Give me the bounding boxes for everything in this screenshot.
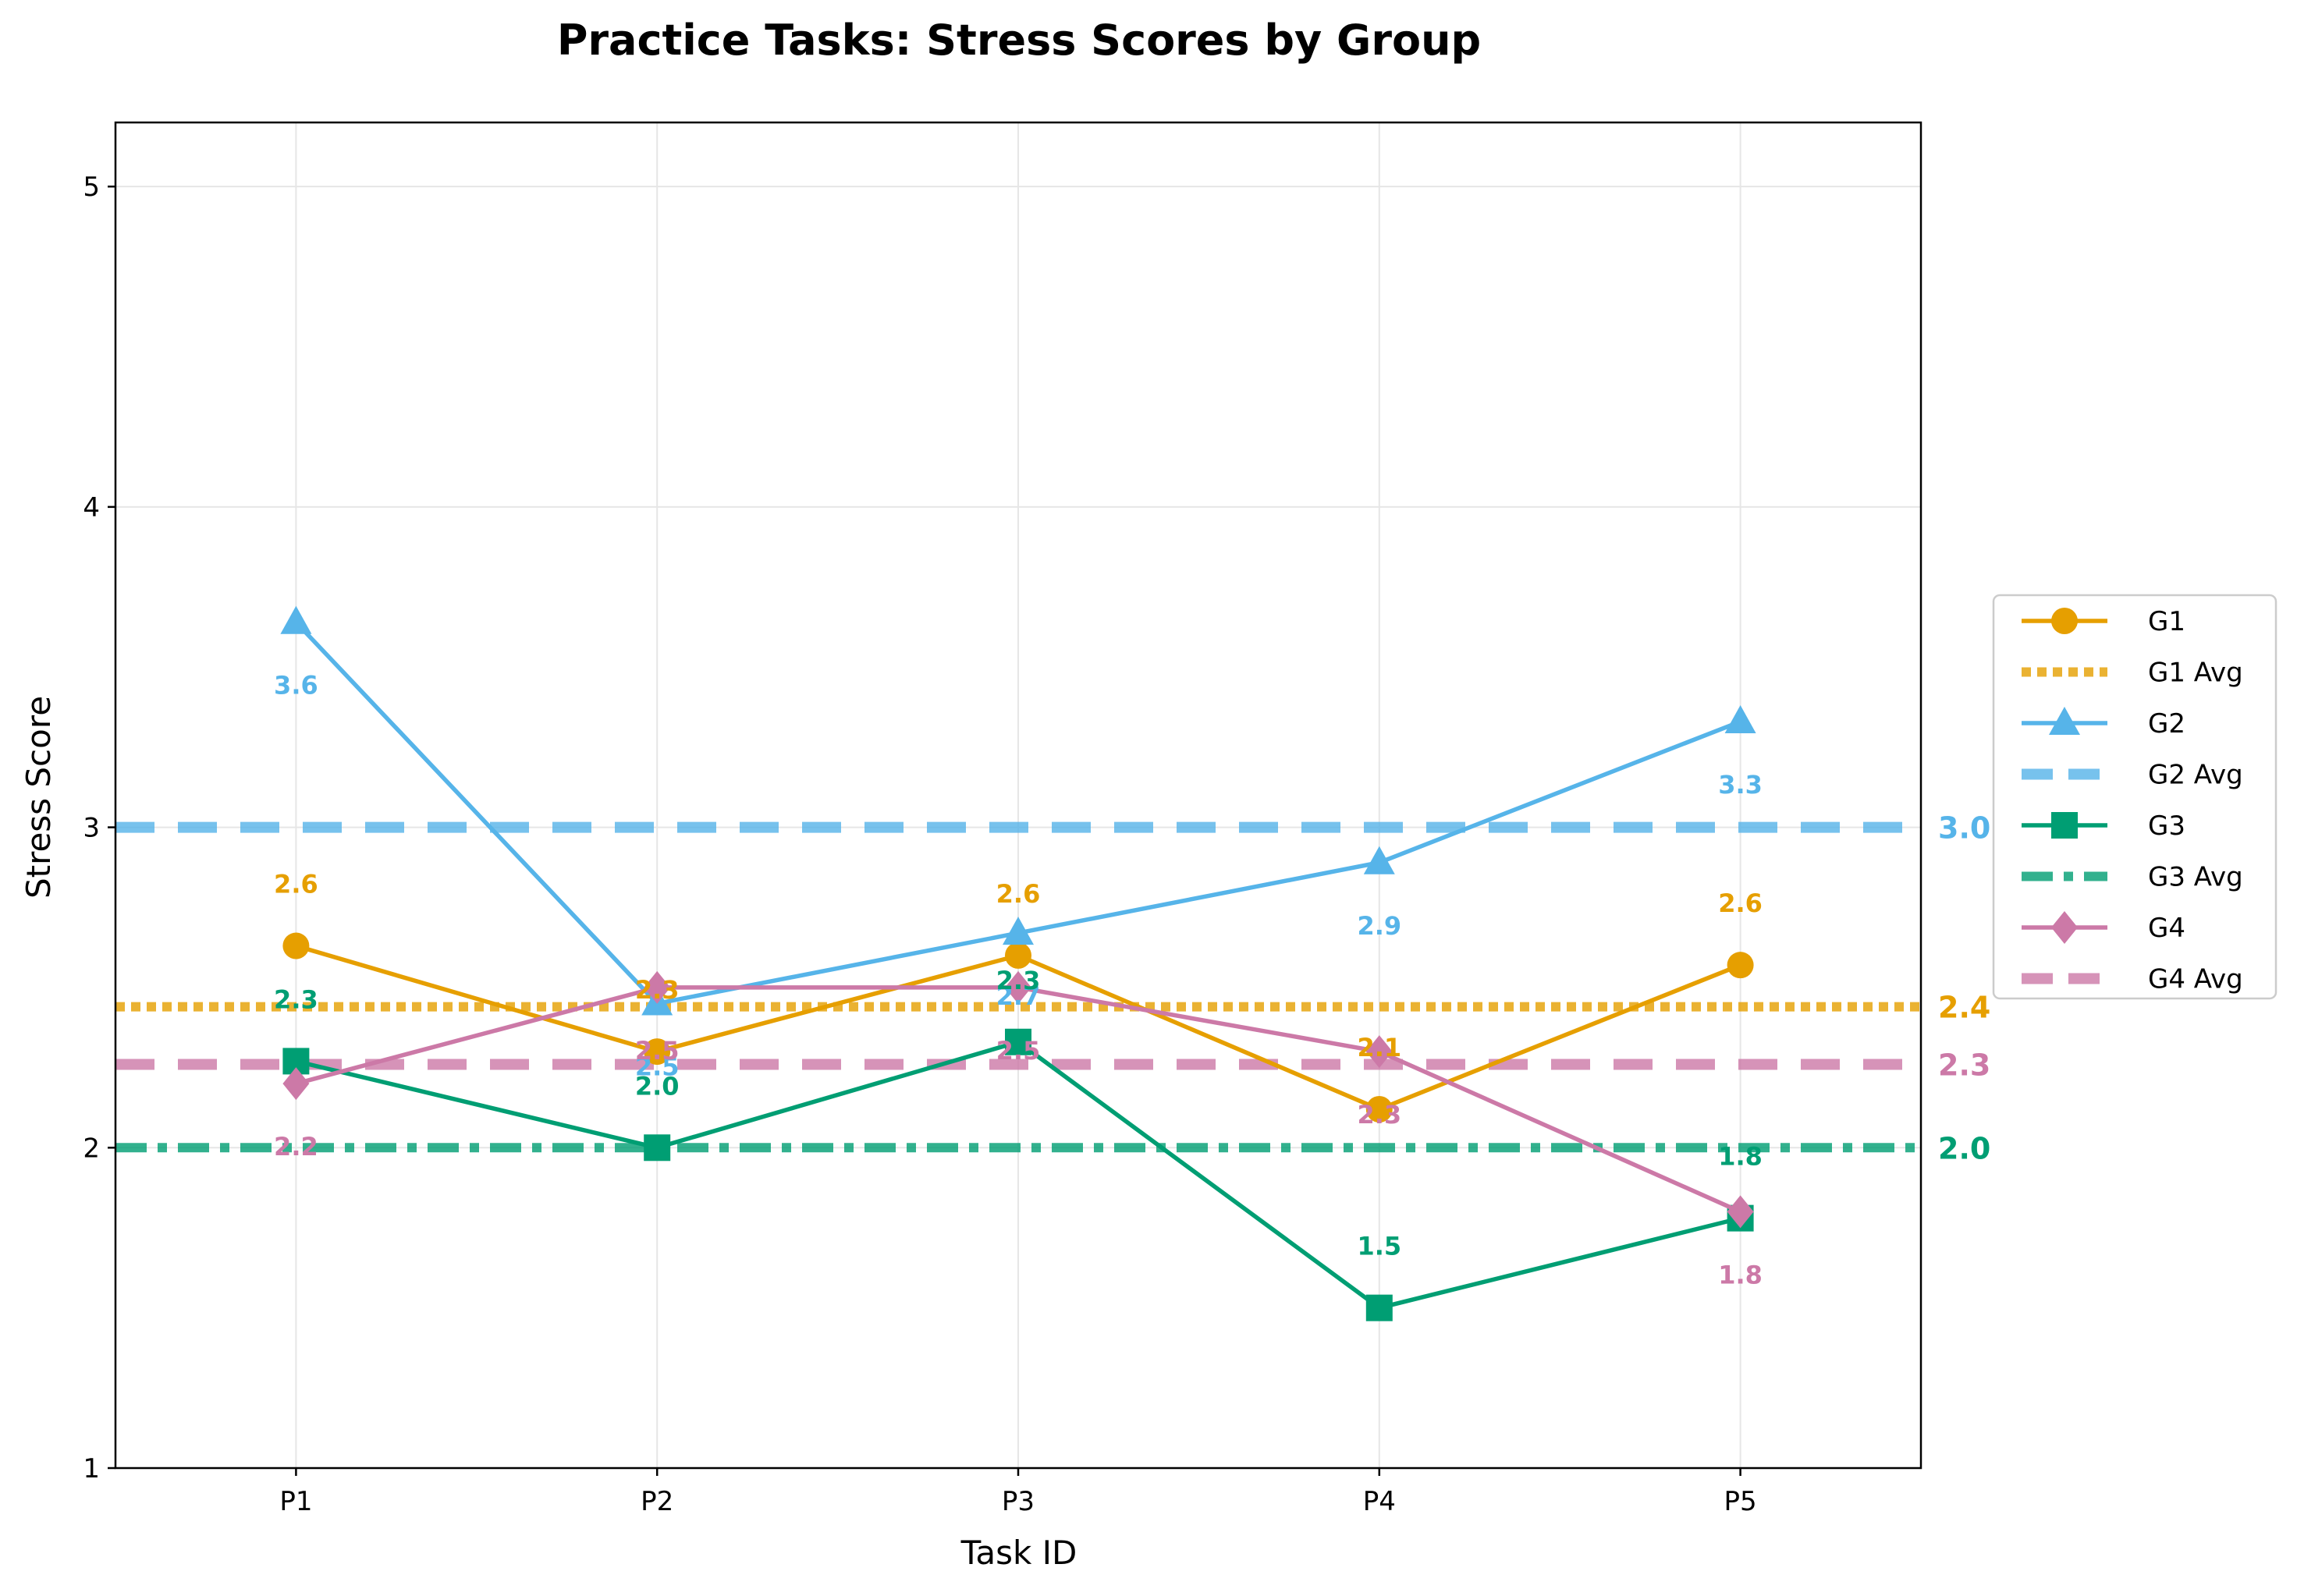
- data-label: 1.8: [1718, 1142, 1763, 1172]
- x-tick-label: P5: [1724, 1486, 1757, 1517]
- series-lines: [280, 605, 1756, 1321]
- legend-label: G2 Avg: [2148, 760, 2243, 791]
- average-value-label: 3.0: [1938, 811, 1990, 846]
- y-tick-label: 5: [83, 172, 100, 203]
- data-label: 3.6: [274, 671, 318, 700]
- triangle-marker: [1003, 917, 1034, 945]
- series-g1: [282, 932, 1754, 1123]
- x-tick-label: P1: [279, 1486, 312, 1517]
- data-label: 2.5: [635, 1052, 680, 1081]
- y-axis-label: Stress Score: [20, 696, 58, 899]
- y-tick-label: 3: [83, 813, 100, 844]
- average-value-label: 2.3: [1938, 1048, 1990, 1083]
- legend-entry: G2: [2022, 707, 2185, 739]
- legend-label: G1: [2148, 606, 2185, 637]
- average-value-label: 2.4: [1938, 991, 1990, 1025]
- legend-entry: G4: [2022, 911, 2185, 944]
- y-tick-label: 1: [83, 1453, 100, 1484]
- circle-marker: [644, 1038, 671, 1066]
- circle-marker: [1005, 942, 1031, 969]
- data-label: 2.5: [635, 1036, 680, 1066]
- data-label: 2.6: [1718, 888, 1763, 918]
- data-labels: 2.4 3.0 2.0 2.3 2.6 2.3 2.6 2.1 2.6 3.6 2.5 2.7 2.9 3…: [274, 671, 1990, 1290]
- diamond-marker: [1727, 1195, 1754, 1229]
- data-label: 1.8: [1718, 1260, 1763, 1289]
- legend-label: G4: [2148, 913, 2185, 944]
- triangle-marker: [1724, 705, 1756, 734]
- x-tick-label: P2: [641, 1486, 673, 1517]
- legend-entry: G1: [2022, 606, 2185, 637]
- y-tick-label: 4: [83, 492, 100, 523]
- data-label: 2.3: [996, 966, 1041, 995]
- data-label: 2.7: [996, 981, 1041, 1011]
- legend-entry: G2 Avg: [2022, 760, 2243, 791]
- legend-entry: G4 Avg: [2022, 964, 2243, 995]
- y-tick-label: 2: [83, 1133, 100, 1164]
- square-marker: [1365, 1294, 1393, 1321]
- data-label: 2.3: [1357, 1100, 1401, 1130]
- circle-marker: [2051, 608, 2078, 634]
- diamond-marker: [2051, 911, 2078, 944]
- legend-box: [1992, 594, 2277, 1000]
- data-label: 2.6: [274, 870, 318, 899]
- legend-entry: G1 Avg: [2022, 658, 2243, 689]
- legend-label: G3 Avg: [2148, 862, 2243, 893]
- square-marker: [1005, 1028, 1031, 1055]
- data-label: 2.5: [996, 1036, 1041, 1066]
- average-value-label: 2.0: [1938, 1131, 1990, 1165]
- legend-label: G3: [2148, 810, 2185, 842]
- data-label: 2.1: [1357, 1033, 1401, 1062]
- triangle-marker: [1363, 846, 1395, 874]
- legend-label: G1 Avg: [2148, 658, 2243, 689]
- data-label: 2.3: [274, 984, 318, 1014]
- diamond-marker: [1005, 970, 1031, 1004]
- diamond-marker: [644, 970, 671, 1004]
- data-label: 2.3: [635, 975, 680, 1005]
- series-g3: [282, 1028, 1754, 1321]
- data-label: 2.9: [1357, 911, 1401, 941]
- x-tick-label: P3: [1002, 1486, 1035, 1517]
- x-tick-label: P4: [1363, 1486, 1396, 1517]
- average-lines: [115, 821, 1921, 1153]
- diamond-marker: [282, 1067, 310, 1101]
- circle-marker: [1727, 952, 1754, 979]
- data-label: 2.2: [274, 1132, 318, 1162]
- legend-entry: G3 Avg: [2022, 862, 2243, 893]
- circle-marker: [1365, 1096, 1393, 1123]
- square-marker: [2051, 812, 2078, 839]
- axis-ticks: 1 2 3 4 5 P1 P2 P3 P4 P5: [83, 172, 1756, 1517]
- circle-marker: [282, 932, 310, 959]
- data-label: 2.0: [635, 1071, 680, 1101]
- legend-label: G4 Avg: [2148, 964, 2243, 995]
- data-label: 2.6: [996, 879, 1041, 909]
- chart-title: Practice Tasks: Stress Scores by Group: [557, 16, 1481, 65]
- legend: G1 G1 Avg G2 G2 Avg G3 G3 Avg G4 G4 Avg: [1992, 594, 2277, 1000]
- diamond-marker: [1365, 1035, 1393, 1069]
- data-label: 3.3: [1718, 770, 1763, 800]
- legend-entry: G3: [2022, 810, 2185, 842]
- square-marker: [644, 1134, 671, 1162]
- triangle-marker: [280, 605, 312, 634]
- series-g4: [282, 970, 1754, 1229]
- x-axis-label: Task ID: [960, 1534, 1077, 1572]
- legend-label: G2: [2148, 708, 2185, 739]
- triangle-marker: [2049, 707, 2080, 735]
- data-label: 1.5: [1357, 1232, 1401, 1261]
